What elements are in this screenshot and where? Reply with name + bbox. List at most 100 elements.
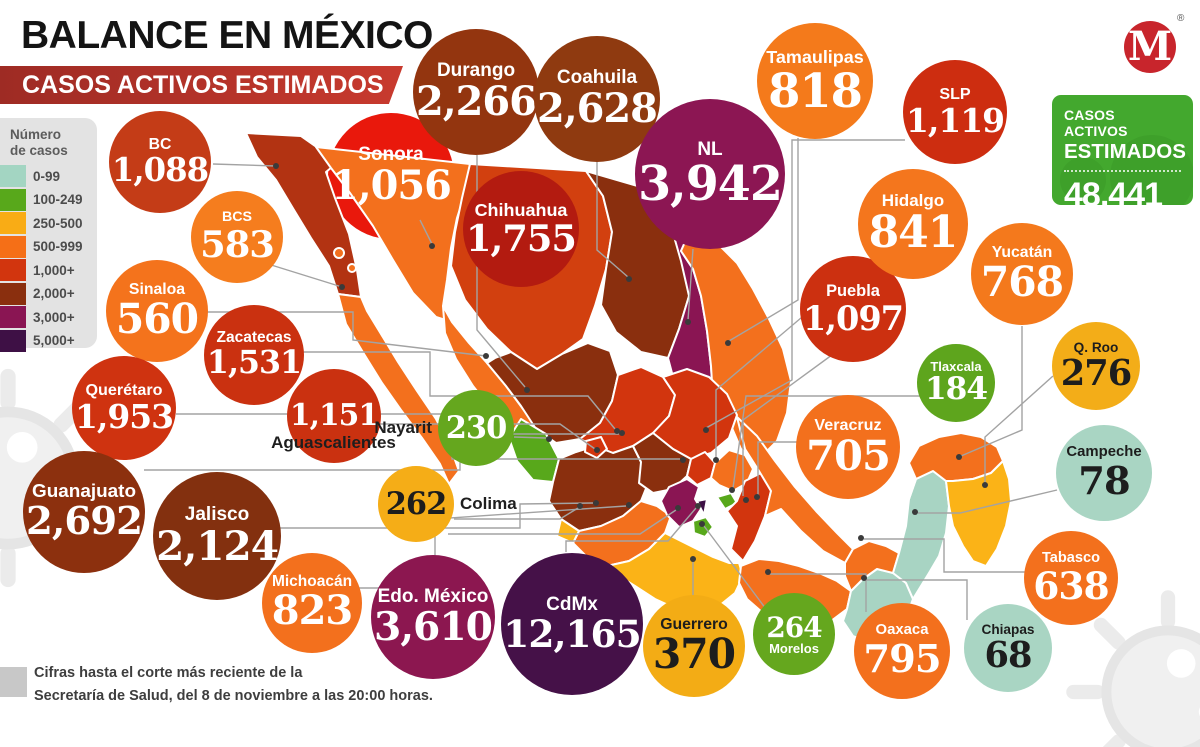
footnote: Cifras hasta el corte más reciente de la… <box>34 665 433 704</box>
bubble-value-chihuahua: 1,755 <box>466 216 577 260</box>
bubble-bcs: BCS 583 <box>191 191 283 283</box>
bubble-label-guanajuato: Guanajuato <box>32 481 136 503</box>
bubble-label-cdmx: CdMx <box>546 593 598 615</box>
legend-item: 250-500 <box>0 212 97 234</box>
bubble-value-durango: 2,266 <box>416 78 537 125</box>
bubble-chiapas: Chiapas 68 <box>964 604 1052 692</box>
bubble-label-chihuahua: Chihuahua <box>474 199 568 220</box>
bubble-campeche: Campeche 78 <box>1056 425 1152 521</box>
bubble-value-tamaulipas: 818 <box>768 63 863 118</box>
registered-mark: ® <box>1177 13 1185 24</box>
bubble-value-veracruz: 705 <box>806 430 891 480</box>
legend-swatch <box>0 259 26 281</box>
bubble-q-roo: Q. Roo 276 <box>1052 322 1140 410</box>
bubble-label-sonora: Sonora <box>358 144 424 166</box>
bubble-label-durango: Durango <box>436 60 516 82</box>
bubble-value-bcs: 583 <box>200 222 275 266</box>
bubble-coahuila: Coahuila 2,628 <box>534 36 660 162</box>
bubble-label-campeche: Campeche <box>1066 444 1142 461</box>
legend-label: 1,000+ <box>33 262 75 278</box>
bubble-label-yucat-n: Yucatán <box>991 243 1053 261</box>
bubble-label-nl: NL <box>697 138 723 160</box>
state-shape-veracruz <box>736 416 854 564</box>
bubble-label-quer-taro: Querétaro <box>85 381 163 400</box>
bubble-value-tlaxcala: 184 <box>924 371 988 408</box>
bubble-value-sonora: 1,056 <box>331 162 452 209</box>
bubble-value-morelos: 264 <box>766 610 822 644</box>
state-shape-qroo <box>945 460 1012 567</box>
bubble-guerrero: Guerrero 370 <box>643 595 745 697</box>
legend-label: 0-99 <box>33 168 61 184</box>
bubble-value-cdmx: 12,165 <box>503 612 641 657</box>
bubble-label-zacatecas: Zacatecas <box>216 329 292 347</box>
bubble-value-yucat-n: 768 <box>980 257 1064 306</box>
bubble-cdmx: CdMx 12,165 <box>501 553 643 695</box>
legend-label: 500-999 <box>33 239 83 254</box>
bubble-label-coahuila: Coahuila <box>556 67 638 89</box>
bubble-value-quer-taro: 1,953 <box>74 396 174 436</box>
bubble-text-sonora: Sonora 1,056 <box>328 113 454 239</box>
legend-rows: 0-99 100-249 250-500 500-999 1,000+ 2,000+ 3,0… <box>0 165 97 352</box>
bubble-value-colima: 262 <box>385 486 447 522</box>
bubble-tamaulipas: Tamaulipas 818 <box>757 23 873 139</box>
bubble-slp: SLP 1,119 <box>903 60 1007 164</box>
bubble-michoac-n: Michoacán 823 <box>262 553 362 653</box>
legend-label: 5,000+ <box>33 333 75 348</box>
bubble-bc: BC 1,088 <box>109 111 211 213</box>
legend: Número de casos 0-99 100-249 250-500 500-99… <box>0 118 97 352</box>
state-shape-edomex <box>660 478 702 528</box>
bubble-value-chiapas: 68 <box>984 634 1033 676</box>
legend-swatch <box>0 306 26 328</box>
bubble-label-edo-m-xico: Edo. México <box>377 585 489 607</box>
bubble-value-guerrero: 370 <box>652 629 736 678</box>
bubble-label-chiapas: Chiapas <box>981 621 1035 637</box>
bubble-value-slp: 1,119 <box>905 100 1005 140</box>
bubble-tabasco: Tabasco 638 <box>1024 531 1118 625</box>
milenio-logo-icon: M <box>1124 21 1176 73</box>
bubble-value-edo-m-xico: 3,610 <box>374 604 493 651</box>
bubble-tlaxcala: Tlaxcala 184 <box>917 344 995 422</box>
bubble-value-coahuila: 2,628 <box>537 85 658 132</box>
title-bold: MÉXICO <box>282 14 433 57</box>
bubble-label-michoac-n: Michoacán <box>271 573 353 591</box>
total-cases-badge: CASOS ACTIVOS ESTIMADOS 48,441 <box>1052 95 1193 205</box>
legend-item: 100-249 <box>0 188 97 211</box>
bubble-value-bc: 1,088 <box>111 151 209 190</box>
legend-item: 1,000+ <box>0 259 97 281</box>
bubble-guanajuato: Guanajuato 2,692 <box>23 451 145 573</box>
bubble-nl: NL 3,942 <box>635 99 785 249</box>
bubble-label-bcs: BCS <box>221 209 253 226</box>
bubble-jalisco: Jalisco 2,124 <box>153 472 281 600</box>
badge-divider <box>1064 170 1181 172</box>
bubble-value-nl: 3,942 <box>638 155 783 212</box>
bubble-chihuahua: Chihuahua 1,755 <box>463 171 579 287</box>
legend-item: 0-99 <box>0 165 97 187</box>
bubble-label-jalisco: Jalisco <box>184 504 250 526</box>
bubble-label-hidalgo: Hidalgo <box>881 191 945 211</box>
bubble-label-morelos: Morelos <box>769 641 819 657</box>
bubble-value-puebla: 1,097 <box>802 297 904 338</box>
bubble-label-nayarit: Nayarit <box>374 418 432 437</box>
bubble-label-colima: Colima <box>460 494 517 513</box>
bubble-value-oaxaca: 795 <box>863 636 941 682</box>
badge-line1: CASOS ACTIVOS <box>1064 107 1128 139</box>
bubble-label-q-roo: Q. Roo <box>1073 339 1119 355</box>
bubble-hidalgo: Hidalgo 841 <box>858 169 968 279</box>
bubble-oaxaca: Oaxaca 795 <box>854 603 950 699</box>
bubble-label-guerrero: Guerrero <box>660 615 728 633</box>
legend-label: 250-500 <box>33 215 83 231</box>
island <box>333 247 345 259</box>
bubble-morelos: 264 Morelos <box>753 593 835 675</box>
bubble-puebla: Puebla 1,097 <box>800 256 906 362</box>
legend-item: 3,000+ <box>0 306 97 328</box>
state-shape-yucatan <box>908 432 1004 500</box>
bubble-value-zacatecas: 1,531 <box>206 344 302 382</box>
state-shape-colima <box>556 518 580 544</box>
bubble-durango: Durango 2,266 <box>413 29 539 155</box>
legend-swatch <box>0 329 26 352</box>
legend-item: 500-999 <box>0 235 97 258</box>
bubble-value-guanajuato: 2,692 <box>26 499 143 545</box>
bubble-label-sinaloa: Sinaloa <box>128 280 186 298</box>
footnote-marker <box>0 667 27 697</box>
